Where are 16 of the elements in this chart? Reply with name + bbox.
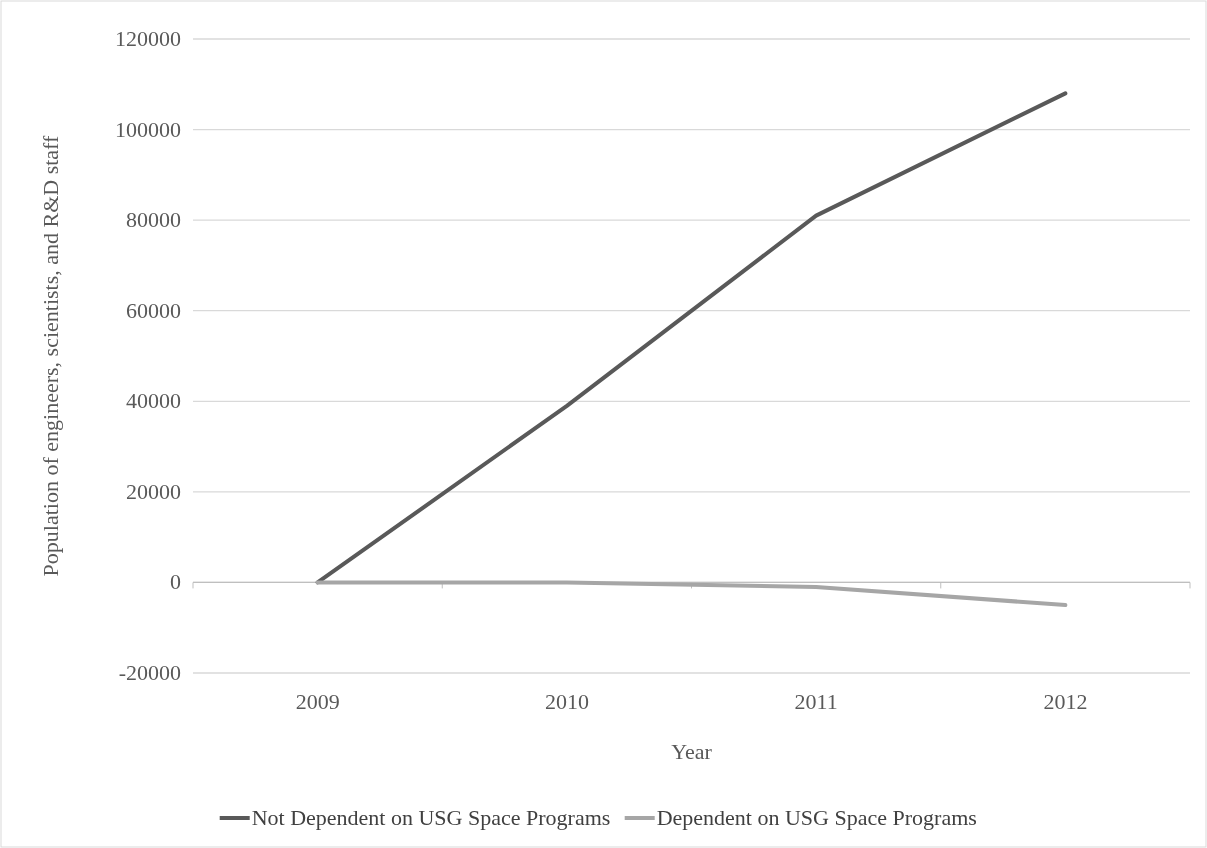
y-tick-label: 0 xyxy=(170,569,181,595)
y-tick-label: 100000 xyxy=(115,116,181,142)
y-tick-label: 60000 xyxy=(126,297,181,323)
y-tick-label: 40000 xyxy=(126,388,181,414)
x-tick-label: 2010 xyxy=(544,689,589,714)
x-axis-title: Year xyxy=(671,739,713,764)
x-tick-label: 2009 xyxy=(295,689,340,714)
y-tick-label: -20000 xyxy=(118,660,181,685)
y-axis-title: Population of engineers, scientists, and R&D staff xyxy=(38,134,63,577)
y-tick-label: 80000 xyxy=(126,207,181,233)
y-tick-label: 120000 xyxy=(115,26,181,51)
x-tick-label: 2011 xyxy=(794,689,838,714)
legend-label: Not Dependent on USG Space Programs xyxy=(251,805,611,830)
legend-label: Dependent on USG Space Programs xyxy=(656,805,977,830)
y-tick-label: 20000 xyxy=(126,478,181,504)
x-tick-label: 2012 xyxy=(1043,689,1088,714)
